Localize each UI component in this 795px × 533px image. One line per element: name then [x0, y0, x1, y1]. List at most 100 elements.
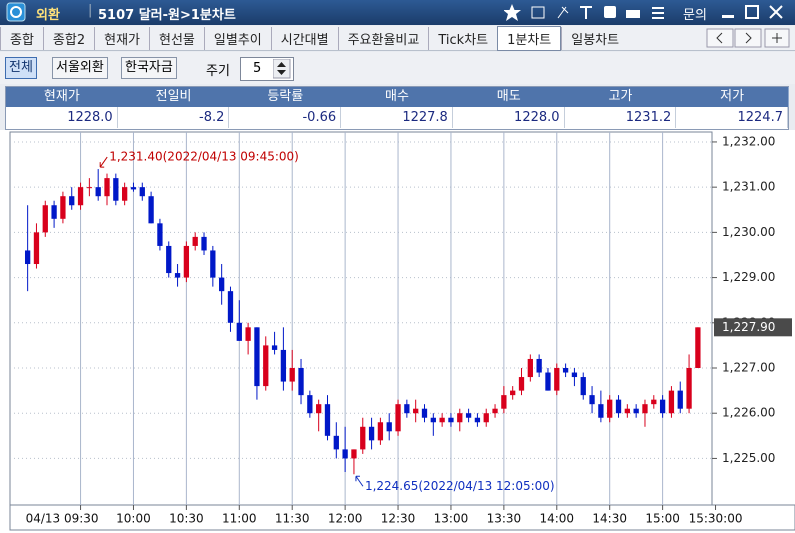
tab[interactable]: 시간대별 [270, 26, 338, 50]
candle-body [413, 408, 419, 414]
candle-body [254, 327, 260, 387]
candle-body [571, 372, 578, 378]
candle-body [404, 404, 410, 414]
candle-body [351, 449, 357, 459]
candle-body [33, 232, 40, 265]
candle-body [95, 187, 101, 197]
last-price-tag [714, 318, 792, 337]
candle-body [263, 345, 269, 387]
window-title: 5107 달러-원>1분차트 [98, 8, 236, 23]
menu-icon[interactable] [652, 7, 664, 19]
period-spinner[interactable]: 5 [240, 57, 294, 81]
tab[interactable]: 일봉차트 [561, 26, 628, 50]
column-header: 고가 [564, 87, 678, 107]
x-tick-label: 04/13 09:30 [26, 512, 99, 526]
candle-body [545, 372, 551, 391]
market-button[interactable]: 한국자금 [121, 57, 177, 79]
candle-body [236, 322, 242, 341]
x-tick-label: 11:00 [222, 512, 257, 526]
candle-body [651, 399, 657, 405]
toolbar: 전체 서울외환 한국자금 주기 5 [0, 52, 795, 84]
arrow [716, 32, 723, 44]
tab[interactable]: Tick차트 [428, 26, 497, 50]
tab[interactable]: 현선물 [149, 26, 204, 50]
candle-body [474, 417, 481, 423]
column-header: 현재가 [6, 87, 119, 107]
maximize[interactable] [745, 5, 759, 19]
tab[interactable]: 종합 [0, 26, 43, 50]
candle-body [448, 417, 454, 423]
candle-body [554, 368, 560, 391]
close[interactable] [769, 5, 783, 19]
candle-body [368, 426, 375, 441]
candle-body [113, 178, 119, 201]
period-value: 5 [253, 61, 262, 76]
candle-body [642, 404, 648, 414]
candle-body [483, 413, 489, 423]
tab-prev[interactable] [706, 28, 734, 48]
market-button[interactable]: 서울외환 [52, 57, 108, 79]
print-icon[interactable] [626, 10, 640, 18]
tab[interactable]: 종합2 [42, 26, 94, 50]
candle-body [245, 327, 251, 341]
candle-body [457, 413, 463, 423]
quote-value: 1228.0 [453, 107, 565, 128]
inquiry-button[interactable]: 문의 [683, 8, 707, 23]
tab-scroll [706, 28, 790, 48]
column-header: 전일비 [117, 87, 231, 107]
toolbar-icons [504, 4, 664, 21]
text-icon[interactable] [580, 6, 592, 19]
x-axis-strip [9, 504, 795, 531]
annotation-arrow [355, 475, 364, 487]
x-tick-label: 10:00 [116, 512, 151, 526]
candle-body [386, 422, 392, 432]
title-bar: 외환 | 5107 달러-원>1분차트 문의 [0, 0, 795, 25]
candle-body [395, 404, 401, 432]
candle-body [686, 368, 692, 409]
candle-body [624, 408, 630, 414]
tab[interactable]: 1분차트 [497, 25, 562, 51]
candle-body [430, 417, 436, 423]
x-tick-label: 10:30 [169, 512, 204, 526]
column-header: 저가 [676, 87, 789, 107]
chart: 1,225.001,226.001,227.001,228.001,229.00… [0, 130, 795, 533]
badge[interactable]: 외환 [36, 8, 60, 23]
tab-next[interactable] [734, 28, 762, 48]
tab[interactable]: 일별추이 [203, 26, 271, 50]
candle-body [298, 368, 304, 396]
candle-body [695, 327, 701, 369]
candle-body [633, 408, 639, 414]
candle-body [69, 196, 75, 206]
help-icon[interactable] [604, 6, 616, 18]
spinner-arrows [273, 59, 291, 79]
candle-body [289, 368, 295, 382]
candle-body [51, 205, 57, 219]
quote-value: -8.2 [118, 107, 230, 128]
quote-table: 현재가 1228.0 전일비 -8.2 등락률 -0.66 매수 1227.8 매도 1228.0… [5, 86, 789, 130]
quote-value: 1228.0 [6, 107, 118, 128]
tab[interactable]: 현재가 [94, 26, 149, 50]
minimize[interactable] [722, 15, 734, 18]
export-icon[interactable] [531, 6, 545, 19]
candle-body [104, 178, 110, 197]
y-tick-label: 1,231.00 [722, 180, 775, 194]
y-tick-label: 1,226.00 [722, 406, 775, 420]
x-tick-label: 13:30 [487, 512, 522, 526]
candle-body [219, 277, 225, 292]
x-tick-label: 15:00 [645, 512, 680, 526]
candle-body [439, 417, 445, 423]
candle-body [122, 187, 128, 201]
period-label: 주기 [206, 64, 230, 79]
market-button[interactable]: 전체 [5, 57, 37, 79]
candle-body [562, 368, 569, 373]
candle-body [183, 245, 190, 278]
star-icon[interactable] [504, 4, 521, 21]
tab[interactable]: 주요환율비교 [337, 26, 429, 50]
link-icon[interactable] [557, 6, 569, 19]
arrow [745, 32, 752, 44]
candle-body [333, 435, 339, 450]
column-header: 등락률 [229, 87, 343, 107]
candle-body [668, 390, 675, 414]
plus [772, 33, 782, 43]
